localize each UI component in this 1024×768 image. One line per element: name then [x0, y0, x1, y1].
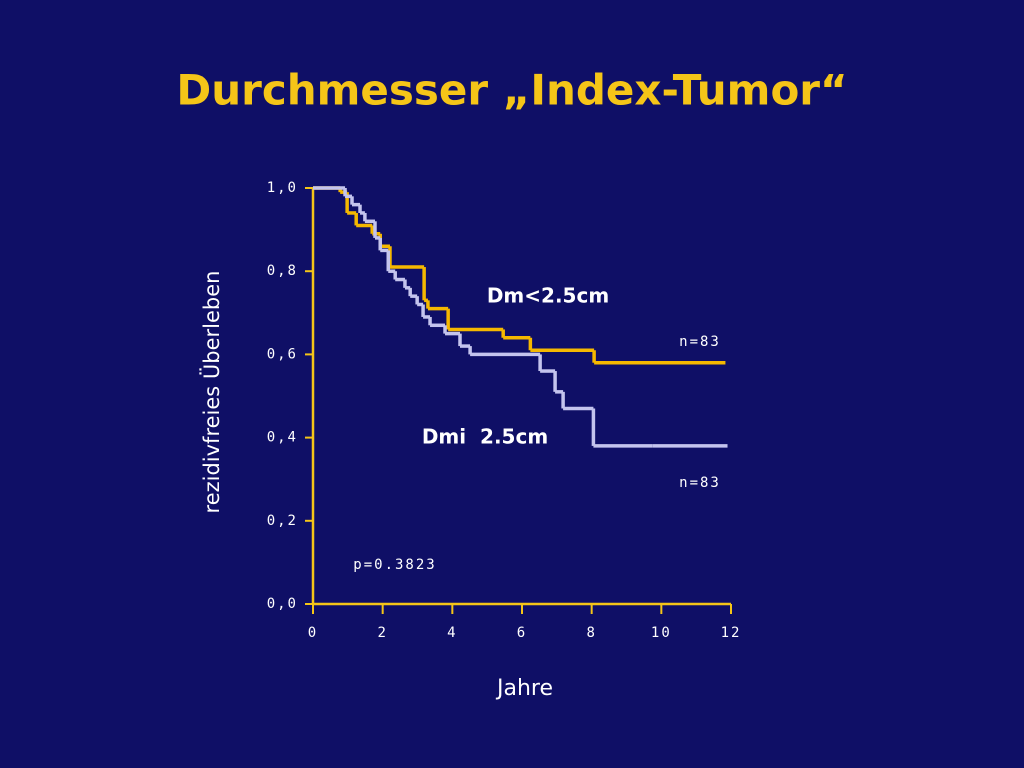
x-tick-label: 4	[447, 625, 457, 641]
x-tick-label: 10	[651, 625, 672, 641]
x-tick-label: 12	[721, 625, 742, 641]
x-tick-label: 8	[586, 625, 596, 641]
x-tick-label: 6	[517, 625, 527, 641]
y-tick-label: 0,6	[267, 346, 298, 362]
series-label: Dmi 2.5cm	[422, 425, 548, 449]
n-label: n=83	[679, 475, 721, 491]
y-tick-label: 0,2	[267, 513, 298, 529]
x-tick-label: 2	[377, 625, 387, 641]
x-axis-title: Jahre	[495, 676, 553, 701]
y-tick-label: 1,0	[267, 180, 298, 196]
x-tick-label: 0	[308, 625, 318, 641]
series-label: Dm<2.5cm	[487, 284, 609, 308]
y-tick-label: 0,0	[267, 596, 298, 612]
y-tick-label: 0,4	[267, 430, 298, 446]
n-label: n=83	[679, 334, 721, 350]
chart-title: Durchmesser „Index-Tumor“	[176, 66, 847, 115]
p-value: p=0.3823	[353, 557, 436, 573]
y-tick-label: 0,8	[267, 263, 298, 279]
y-axis-title: rezidivfreies Überleben	[199, 271, 224, 514]
